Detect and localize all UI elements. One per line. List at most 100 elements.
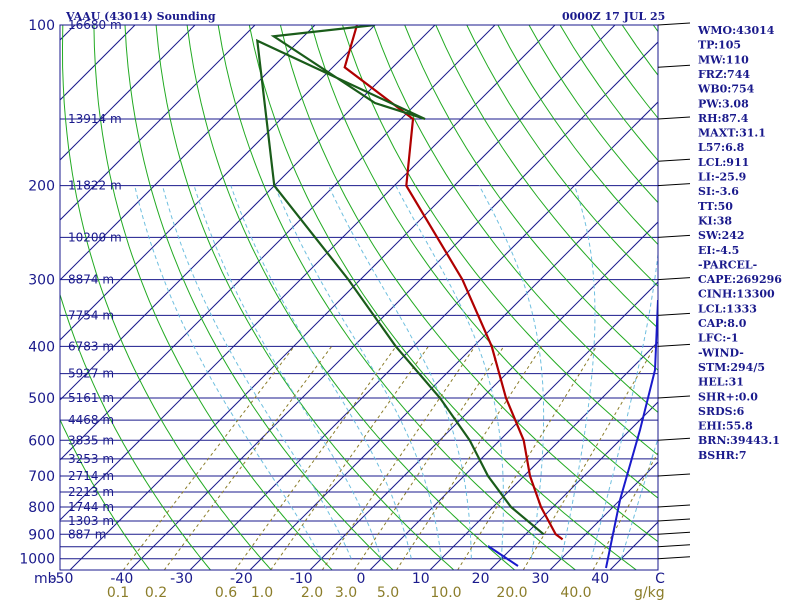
pressure-tick-label: 600	[28, 433, 55, 449]
wind-barb	[657, 395, 691, 399]
index-item: TP:105	[698, 39, 741, 52]
pressure-tick-label: 200	[28, 179, 55, 195]
moist-adiabat	[274, 185, 442, 559]
dewpoint-profile	[255, 25, 545, 536]
moist-adiabat	[230, 185, 412, 559]
pressure-tick-label: 500	[28, 391, 55, 407]
moist-adiabat	[328, 185, 472, 559]
mixing-ratio-tick-label: 20.0	[496, 585, 527, 600]
grid	[0, 25, 658, 570]
index-item: -PARCEL-	[698, 258, 757, 271]
wind-barb	[657, 556, 691, 560]
index-item: MW:110	[698, 53, 749, 66]
isotherm-line	[60, 25, 76, 41]
pressure-tick-label: 100	[28, 18, 55, 34]
height-label: 4468 m	[68, 413, 114, 427]
mixing-ratio-tick-label: 0.1	[107, 585, 129, 600]
height-label: 7754 m	[68, 308, 114, 322]
isotherm-line	[60, 25, 436, 401]
moist-adiabat	[478, 185, 545, 559]
height-label: 1744 m	[68, 500, 114, 514]
height-label: 11822 m	[68, 179, 122, 193]
index-item: HEL:31	[698, 376, 744, 389]
index-item: RH:87.4	[698, 112, 749, 125]
wind-trace-line	[605, 299, 658, 569]
isotherm-line	[429, 341, 658, 570]
wind-barb	[657, 343, 691, 347]
dry-adiabat	[311, 25, 658, 499]
dry-adiabat	[60, 418, 151, 570]
temperature-tick-label: 10	[412, 571, 430, 587]
moist-adiabat	[162, 185, 352, 559]
index-item: LCL:1333	[698, 302, 757, 315]
surface-wind-line	[487, 545, 519, 567]
dry-adiabat	[466, 25, 658, 287]
isotherm-line	[0, 25, 15, 570]
wind-barb	[657, 437, 691, 441]
index-item: KI:38	[698, 214, 732, 227]
isotherm-line	[60, 25, 376, 341]
index-item: LFC:-1	[698, 332, 739, 345]
isotherm-line	[189, 101, 658, 570]
wind-barb	[657, 544, 691, 548]
temperature-tick-label: 0	[357, 571, 366, 587]
dry-adiabat	[124, 25, 394, 570]
wind-barb	[657, 64, 691, 68]
mixing-ratio-tick-label: 10.0	[430, 585, 461, 600]
station-title: VAAU (43014) Sounding	[65, 10, 216, 23]
index-item: BSHR:7	[698, 449, 747, 462]
index-item: LCL:911	[698, 156, 749, 169]
mixing-ratio-tick-label: 0.6	[215, 585, 237, 600]
isotherm-line	[60, 25, 256, 221]
height-label: 3253 m	[68, 452, 114, 466]
temperature-tick-label: -40	[110, 571, 133, 587]
pressure-tick-label: 800	[28, 500, 55, 516]
height-label: 10200 m	[68, 230, 122, 244]
temperature-tick-label: -20	[230, 571, 253, 587]
temperature-tick-label: 20	[472, 571, 490, 587]
sounding-time: 0000Z 17 JUL 25	[562, 10, 665, 23]
dry-adiabat	[217, 25, 576, 570]
temperature-tick-label: 30	[531, 571, 549, 587]
temperature-tick-label: -30	[170, 571, 193, 587]
index-item: EHI:55.8	[698, 420, 753, 433]
mixing-ratio-line	[353, 346, 505, 570]
height-label: 5927 m	[68, 367, 114, 381]
wind-barb	[657, 312, 691, 316]
height-label: 16680 m	[68, 18, 122, 32]
isotherm-line	[489, 401, 658, 570]
index-item: PW:3.08	[698, 97, 749, 110]
wind-barb	[657, 473, 691, 477]
moist-adiabat	[590, 249, 658, 559]
pressure-tick-label: 700	[28, 469, 55, 485]
moist-adiabat	[193, 185, 382, 559]
index-item: STM:294/5	[698, 361, 765, 374]
mixing-ratio-line	[234, 346, 397, 570]
height-label: 887 m	[68, 527, 106, 541]
moist-adiabat	[134, 185, 322, 559]
mixing-ratio-tick-label: 5.0	[377, 585, 399, 600]
wind-barb	[657, 504, 691, 508]
dry-adiabat	[279, 25, 658, 543]
mixing-ratio-line	[122, 346, 295, 570]
dry-adiabat	[342, 25, 658, 456]
height-label: 13914 m	[68, 112, 122, 126]
moist-adiabat	[560, 185, 596, 559]
pressure-tick-label: 1000	[19, 552, 55, 568]
isotherm-line	[60, 25, 556, 521]
index-item: BRN:39443.1	[698, 434, 780, 447]
mixing-ratio-tick-label: 0.2	[145, 585, 167, 600]
wind-barb	[657, 158, 691, 162]
isotherm-line	[69, 25, 616, 570]
wind-barb	[657, 531, 691, 535]
isotherm-line	[60, 25, 496, 461]
wind-barb	[657, 22, 691, 26]
index-item: CINH:13300	[698, 288, 775, 301]
mixing-ratio-tick-label: 3.0	[335, 585, 357, 600]
plot-frame	[59, 24, 659, 571]
index-item: FRZ:744	[698, 68, 750, 81]
dry-adiabat	[373, 25, 658, 414]
dry-adiabat	[435, 25, 658, 329]
